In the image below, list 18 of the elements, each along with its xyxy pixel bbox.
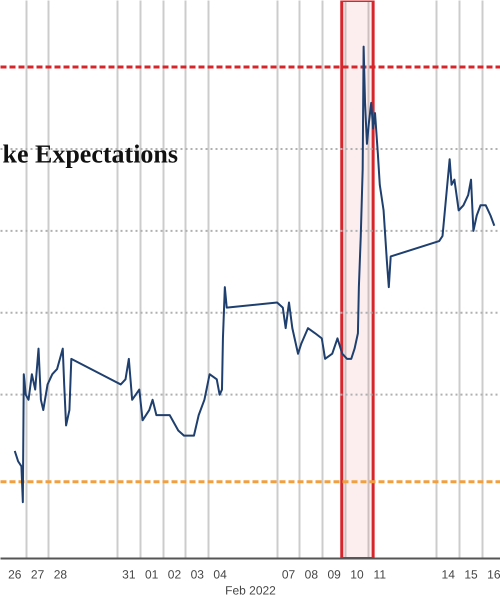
x-tick-label: 04: [213, 568, 228, 582]
x-tick-label: 08: [304, 568, 318, 582]
x-tick-label: 01: [144, 568, 159, 582]
x-tick-label: 31: [122, 568, 136, 582]
x-tick-label: 11: [374, 568, 386, 582]
x-tick-label: 15: [464, 568, 478, 582]
x-tick-label: 16: [487, 568, 500, 582]
annotation: ke Expectations: [2, 140, 178, 168]
x-tick-label: 26: [8, 568, 22, 582]
x-tick-label: 09: [327, 568, 342, 582]
x-tick-label: 07: [282, 568, 296, 582]
x-axis-title: Feb 2022: [225, 584, 276, 598]
x-tick-label: 14: [442, 568, 456, 582]
x-tick-label: 28: [54, 568, 68, 582]
x-tick-label: 10: [350, 568, 364, 582]
x-tick-label: 27: [30, 568, 45, 582]
x-tick-label: 03: [190, 568, 204, 582]
x-tick-label: 02: [168, 568, 182, 582]
